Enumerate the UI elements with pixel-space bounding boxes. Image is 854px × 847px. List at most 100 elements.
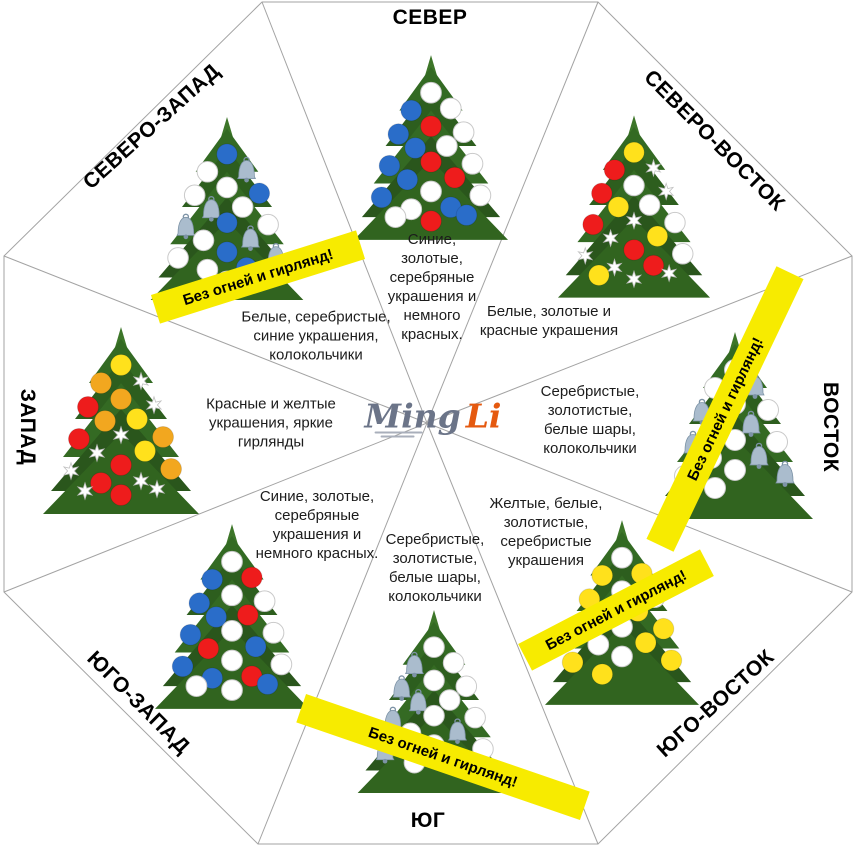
ornament-star xyxy=(132,371,150,391)
ornament-ball-white xyxy=(452,121,475,144)
ornament-ball-white xyxy=(455,675,478,698)
ornament-ball-white xyxy=(420,180,442,203)
ornament-ball-white xyxy=(423,669,445,692)
mingli-logo-ming: Ming xyxy=(364,396,461,436)
ornament-ball-red xyxy=(420,150,442,173)
ornament-star xyxy=(62,461,80,481)
ornament-ball-white xyxy=(438,689,461,711)
ornament-ball-red xyxy=(420,115,442,138)
ornament-ball-blue xyxy=(216,241,238,263)
ornament-ball-yellow xyxy=(591,663,614,686)
decor-description-south: Серебристые, золотистые, белые шары, кол… xyxy=(385,531,485,605)
ornament-ball-yellow xyxy=(588,264,610,286)
ornament-ball-blue xyxy=(201,568,224,591)
ornament-bell xyxy=(408,688,428,715)
ornament-ball-yellow xyxy=(110,354,132,376)
ornament-ball-yellow xyxy=(607,196,630,218)
ornament-ball-white xyxy=(423,704,445,727)
ornament-ball-white xyxy=(423,636,445,658)
ornament-ball-red xyxy=(443,166,466,189)
ornament-ball-orange xyxy=(152,426,174,448)
ornament-ball-white xyxy=(167,247,189,269)
decor-description-west: Красные и желтые украшения, яркие гирлян… xyxy=(206,395,336,451)
ornament-ball-white xyxy=(672,243,694,265)
ornament-ball-yellow xyxy=(623,141,645,164)
ornament-ball-blue xyxy=(404,137,427,159)
decor-description-southeast: Желтые, белые, золотистые, серебристые у… xyxy=(489,495,603,569)
ornament-ball-white xyxy=(192,229,215,252)
ornament-ball-white xyxy=(704,477,726,499)
ornament-ball-white xyxy=(216,176,238,199)
ornament-ball-white xyxy=(623,174,645,197)
ornament-bell xyxy=(241,225,260,251)
ornament-ball-red xyxy=(110,454,132,476)
ornament-star xyxy=(145,395,163,415)
ornament-star xyxy=(148,479,166,499)
ornament-ball-blue xyxy=(248,182,271,205)
ornament-ball-red xyxy=(236,604,259,626)
ornament-star xyxy=(602,228,619,248)
ornament-ball-white xyxy=(461,152,484,175)
ornament-ball-red xyxy=(90,472,112,494)
ornament-ball-white xyxy=(766,431,788,453)
ornament-ball-blue xyxy=(244,635,267,658)
direction-label-east: ВОСТОК xyxy=(819,381,842,473)
ornament-ball-blue xyxy=(370,186,393,209)
direction-label-west: ЗАПАД xyxy=(16,388,39,466)
ornament-ball-blue xyxy=(188,592,211,615)
ornament-ball-white xyxy=(221,679,243,701)
ornament-ball-yellow xyxy=(561,651,584,674)
ornament-bell xyxy=(392,675,412,701)
decor-description-southwest: Синие, золотые, серебряные украшения и н… xyxy=(255,488,379,562)
mingli-logo-li: Li xyxy=(465,396,502,436)
ornament-bell xyxy=(775,460,795,487)
ornament-ball-red xyxy=(110,484,132,506)
mingli-logo: Ming Li xyxy=(364,396,502,438)
ornament-ball-white xyxy=(664,211,686,234)
sector-divider-lines xyxy=(3,1,853,845)
ornament-ball-white xyxy=(420,81,442,104)
ornament-ball-blue xyxy=(256,673,279,695)
ornament-ball-red xyxy=(582,213,604,236)
ornament-ball-white xyxy=(442,652,465,674)
ornament-ball-white xyxy=(611,645,633,668)
decor-description-north: Синие, золотые, серебряные украшения и н… xyxy=(387,231,477,343)
ornament-ball-yellow xyxy=(634,631,657,654)
ornament-ball-red xyxy=(642,254,665,277)
ornament-ball-blue xyxy=(400,99,423,122)
ornament-ball-yellow xyxy=(134,440,156,462)
ornament-ball-white xyxy=(231,196,254,218)
ornament-ball-white xyxy=(757,399,779,421)
decor-description-northwest: Белые, серебристые, синие украшения, кол… xyxy=(241,308,391,364)
ornament-bell xyxy=(741,410,761,437)
ornament-ball-red xyxy=(623,239,645,261)
ornament-star xyxy=(606,258,623,277)
ornament-ball-white xyxy=(221,584,243,607)
ornament-ball-white xyxy=(435,135,458,157)
ornament-ball-white xyxy=(270,653,293,676)
ornament-star xyxy=(88,443,106,463)
ornament-ball-blue xyxy=(216,211,238,234)
ornament-ball-blue xyxy=(179,623,202,646)
ornament-star xyxy=(661,264,678,283)
ornament-bell xyxy=(201,195,221,222)
ornament-ball-white xyxy=(469,184,492,207)
ornament-ball-yellow xyxy=(646,225,669,247)
ornament-ball-blue xyxy=(378,154,401,177)
ornament-ball-yellow xyxy=(652,617,675,640)
tree-west xyxy=(43,327,199,514)
ornament-bell xyxy=(176,213,196,240)
ornament-ball-orange xyxy=(94,410,116,432)
ornament-bell xyxy=(404,651,424,678)
ornament-ball-red xyxy=(240,566,263,589)
ornament-bell xyxy=(448,718,467,744)
ornament-ball-red xyxy=(603,159,626,181)
ornament-ball-white xyxy=(464,706,486,729)
ornament-ball-yellow xyxy=(591,564,614,587)
ornament-ball-white xyxy=(384,206,407,228)
ornament-bell xyxy=(749,442,769,469)
ornament-ball-red xyxy=(197,637,220,660)
tree-southwest xyxy=(154,524,310,709)
